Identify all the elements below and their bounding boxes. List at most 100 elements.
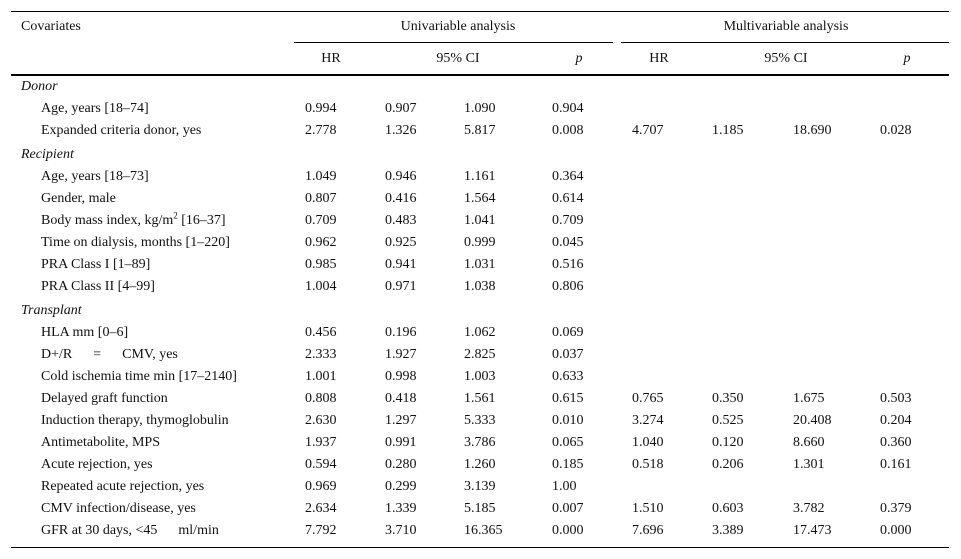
cell: 0.010 xyxy=(552,413,584,428)
cell: 0.028 xyxy=(880,123,912,138)
label-text: [16–37] xyxy=(177,213,226,228)
cell: 3.786 xyxy=(464,435,496,450)
cell: 0.360 xyxy=(880,435,912,450)
cell: 0.416 xyxy=(385,191,417,206)
cell: 1.675 xyxy=(793,391,825,406)
row-label: HLA mm [0–6] xyxy=(41,325,129,340)
cell: 0.196 xyxy=(385,325,417,340)
cell: 0.999 xyxy=(464,235,496,250)
cell: 0.904 xyxy=(552,101,584,116)
cell: 1.260 xyxy=(464,457,496,472)
cell: 1.561 xyxy=(464,391,496,406)
cell: 0.998 xyxy=(385,369,417,384)
label-text: Body mass index, kg/m xyxy=(41,213,174,228)
cell: 0.518 xyxy=(632,457,664,472)
cell: 0.204 xyxy=(880,413,912,428)
cell: 0.765 xyxy=(632,391,664,406)
cell: 2.630 xyxy=(305,413,337,428)
row-label: GFR at 30 days, <45 ml/min xyxy=(41,523,219,538)
cell: 1.185 xyxy=(712,123,744,138)
cell: 0.941 xyxy=(385,257,417,272)
cell: 0.000 xyxy=(880,523,912,538)
row-label: Body mass index, kg/m2 [16–37] xyxy=(41,210,226,229)
row-label: Antimetabolite, MPS xyxy=(41,435,160,450)
cell: 0.994 xyxy=(305,101,337,116)
cell: 0.161 xyxy=(880,457,912,472)
cell: 0.991 xyxy=(385,435,417,450)
cell: 1.564 xyxy=(464,191,496,206)
cell: 0.206 xyxy=(712,457,744,472)
column-header: p xyxy=(575,51,583,66)
cell: 5.333 xyxy=(464,413,496,428)
cell: 0.299 xyxy=(385,479,417,494)
cell: 0.364 xyxy=(552,169,584,184)
cell: 0.985 xyxy=(305,257,337,272)
cell: 0.000 xyxy=(552,523,584,538)
rule xyxy=(11,547,949,548)
cell: 0.007 xyxy=(552,501,584,516)
cell: 3.389 xyxy=(712,523,744,538)
cell: 4.707 xyxy=(632,123,664,138)
cell: 1.004 xyxy=(305,279,337,294)
cell: 1.161 xyxy=(464,169,496,184)
cell: 8.660 xyxy=(793,435,825,450)
cell: 0.045 xyxy=(552,235,584,250)
cell: 0.925 xyxy=(385,235,417,250)
cell: 3.710 xyxy=(385,523,417,538)
cell: 0.008 xyxy=(552,123,584,138)
cell: 1.297 xyxy=(385,413,417,428)
cell: 0.350 xyxy=(712,391,744,406)
cell: 0.907 xyxy=(385,101,417,116)
cell: 0.971 xyxy=(385,279,417,294)
cell: 0.709 xyxy=(552,213,584,228)
cell: 0.614 xyxy=(552,191,584,206)
label-sup: 2 xyxy=(173,210,178,221)
cell: 1.040 xyxy=(632,435,664,450)
cell: 1.326 xyxy=(385,123,417,138)
cell: 0.065 xyxy=(552,435,584,450)
row-label: CMV infection/disease, yes xyxy=(41,501,196,516)
row-label: Cold ischemia time min [17–2140] xyxy=(41,369,237,384)
cell: 3.782 xyxy=(793,501,825,516)
cell: 1.510 xyxy=(632,501,664,516)
cell: 0.962 xyxy=(305,235,337,250)
section-title: Transplant xyxy=(21,303,82,318)
cell: 7.696 xyxy=(632,523,664,538)
cell: 0.516 xyxy=(552,257,584,272)
row-label: Delayed graft function xyxy=(41,391,168,406)
cell: 20.408 xyxy=(793,413,832,428)
row-label: Time on dialysis, months [1–220] xyxy=(41,235,230,250)
row-label: Induction therapy, thymoglobulin xyxy=(41,413,229,428)
cell: 1.937 xyxy=(305,435,337,450)
column-header: p xyxy=(903,51,911,66)
column-header: 95% CI xyxy=(436,51,480,66)
cell: 0.806 xyxy=(552,279,584,294)
row-label: PRA Class II [4–99] xyxy=(41,279,155,294)
cell: 0.379 xyxy=(880,501,912,516)
cell: 0.120 xyxy=(712,435,744,450)
cell: 0.525 xyxy=(712,413,744,428)
cell: 0.483 xyxy=(385,213,417,228)
cell: 0.808 xyxy=(305,391,337,406)
cell: 2.634 xyxy=(305,501,337,516)
cell: 1.00 xyxy=(552,479,577,494)
column-header: HR xyxy=(649,51,669,66)
cell: 1.031 xyxy=(464,257,496,272)
cell: 0.456 xyxy=(305,325,337,340)
rule xyxy=(11,74,949,76)
row-label: PRA Class I [1–89] xyxy=(41,257,151,272)
cell: 0.709 xyxy=(305,213,337,228)
cell: 0.615 xyxy=(552,391,584,406)
cell: 2.825 xyxy=(464,347,496,362)
cell: 1.090 xyxy=(464,101,496,116)
cell: 1.301 xyxy=(793,457,825,472)
cell: 0.069 xyxy=(552,325,584,340)
row-label: Gender, male xyxy=(41,191,116,206)
cell: 0.037 xyxy=(552,347,584,362)
section-title: Recipient xyxy=(21,147,74,162)
rule xyxy=(11,11,949,12)
cell: 1.003 xyxy=(464,369,496,384)
header-covariates: Covariates xyxy=(21,19,81,34)
cell: 2.333 xyxy=(305,347,337,362)
cell: 7.792 xyxy=(305,523,337,538)
